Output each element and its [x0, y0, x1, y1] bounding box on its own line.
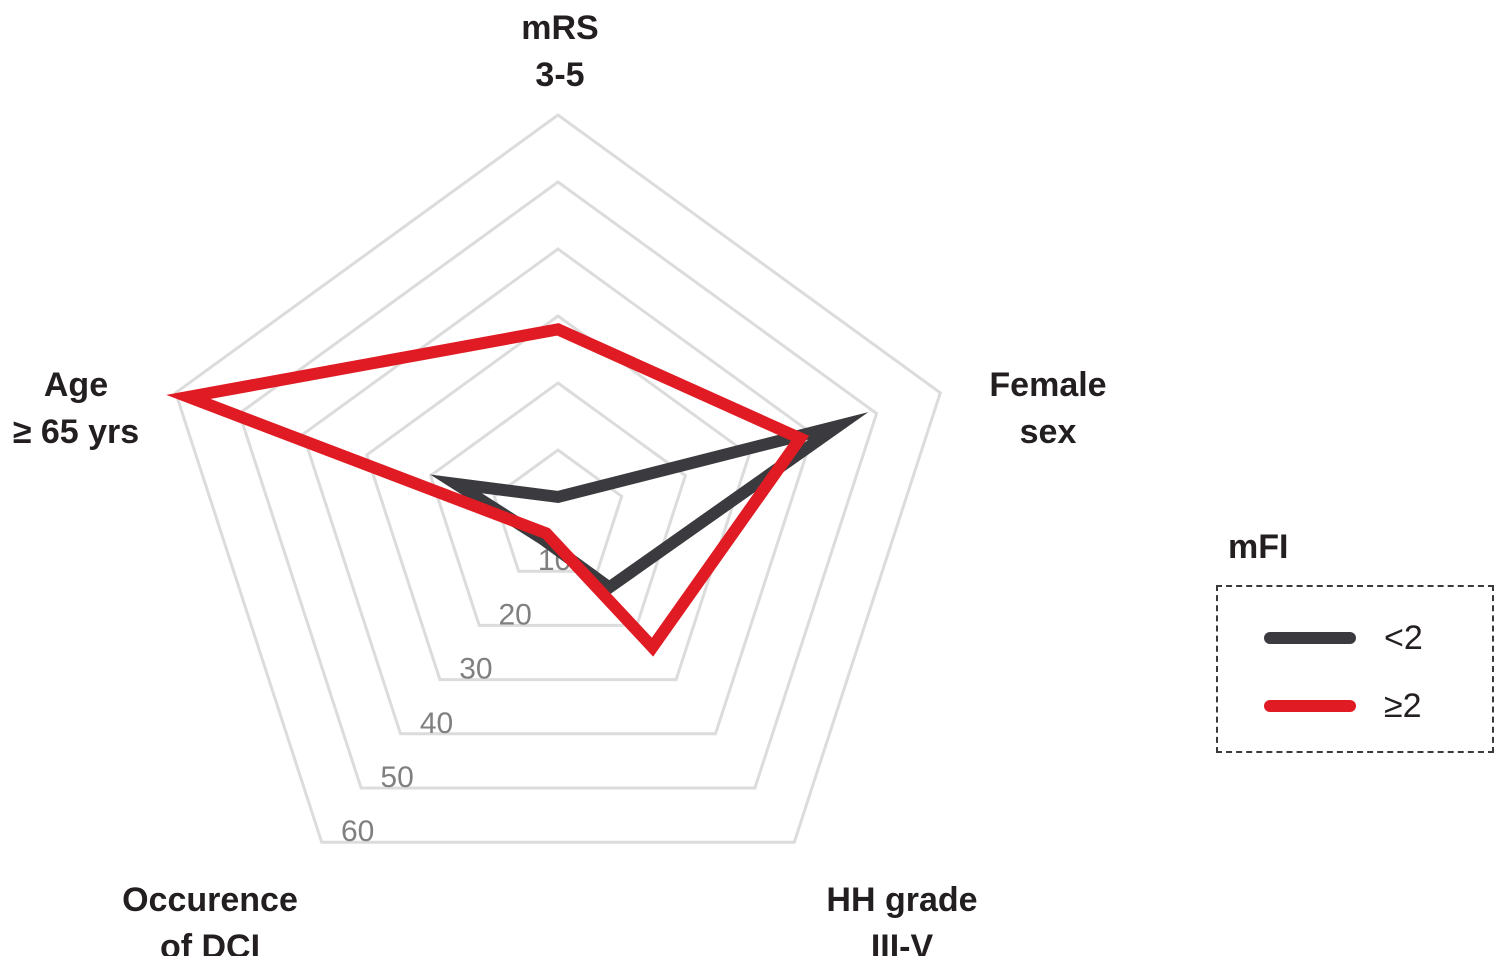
axis-label-4: Occurence of DCI [122, 881, 298, 956]
tick-label: 60 [341, 815, 374, 848]
axis-label-3: HH grade III-V [826, 881, 977, 956]
legend-swatch [1264, 700, 1356, 712]
legend-swatch [1264, 632, 1356, 644]
legend-item-series-2: ≥2 [1264, 686, 1422, 726]
grid-ring-20 [428, 381, 688, 627]
legend: <2 ≥2 [1216, 585, 1494, 753]
grid-ring-40 [301, 247, 815, 736]
series-lines [166, 323, 869, 657]
axis-label-5: Age ≥ 65 yrs [13, 366, 139, 451]
tick-label: 40 [420, 707, 453, 740]
axis-label-2: Female sex [989, 366, 1106, 451]
grid-ring-60 [173, 113, 943, 844]
series-line-1 [430, 412, 869, 595]
legend-item-series-1: <2 [1264, 618, 1423, 658]
series-line-2 [166, 323, 810, 657]
legend-title: mFI [1228, 528, 1289, 566]
tick-label: 50 [380, 761, 413, 794]
legend-label: ≥2 [1384, 686, 1422, 725]
tick-label: 20 [499, 598, 532, 631]
axis-labels: mRS 3-5 Female sex HH grade III-V Occurence of … [13, 9, 1107, 956]
tick-label: 30 [459, 653, 492, 686]
legend-label: <2 [1384, 618, 1423, 657]
grid-ring-30 [365, 314, 751, 682]
grid-rings [173, 113, 943, 844]
grid-ring-50 [237, 180, 879, 790]
axis-label-1: mRS 3-5 [521, 9, 598, 94]
